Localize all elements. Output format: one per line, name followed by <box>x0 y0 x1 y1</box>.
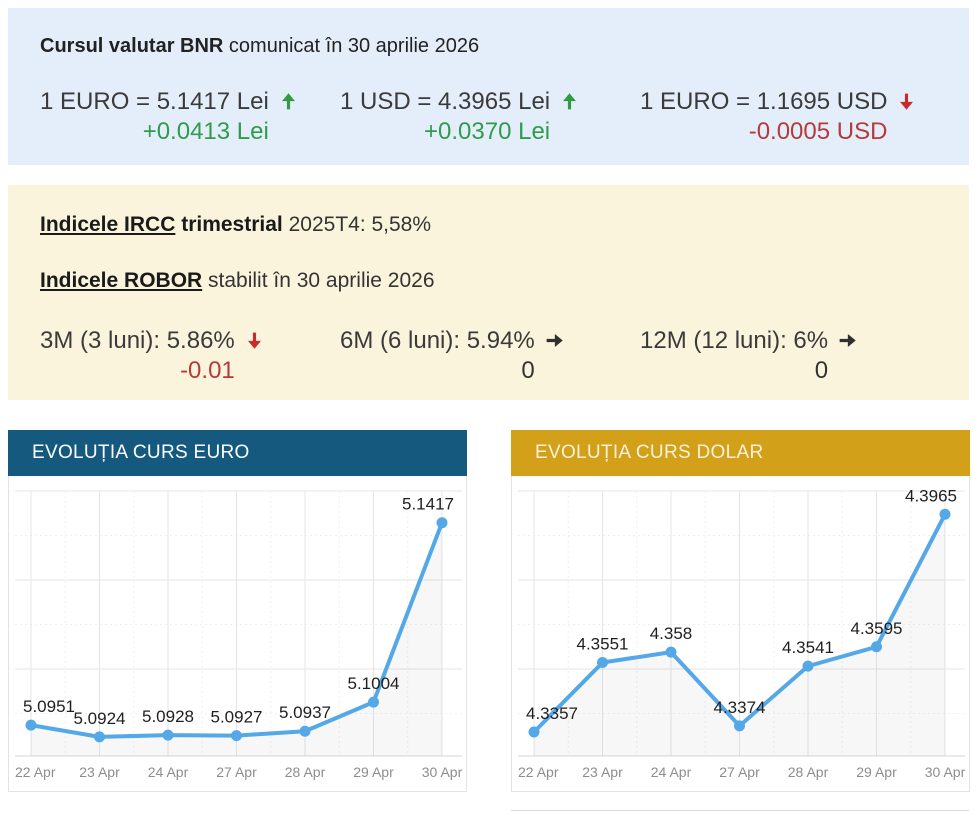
svg-text:5.0951: 5.0951 <box>23 697 75 716</box>
rate-euro-lei-label: 1 EURO = 5.1417 Lei <box>40 88 269 115</box>
up-arrow-icon <box>281 93 295 110</box>
ircc-bold-text: trimestrial <box>175 213 283 236</box>
bnr-title-rest: comunicat în 30 aprilie 2026 <box>223 35 480 57</box>
svg-text:28 Apr: 28 Apr <box>285 764 326 780</box>
svg-text:24 Apr: 24 Apr <box>148 764 189 780</box>
svg-text:28 Apr: 28 Apr <box>788 764 829 780</box>
dolar-chart: EVOLUȚIA CURS DOLAR 4.3357 4.3551 4.358 4.3… <box>511 430 970 792</box>
robor-item-6m: 6M (6 luni): 5.94% 0 <box>340 326 565 385</box>
bottom-row <box>8 810 969 817</box>
svg-text:4.3357: 4.3357 <box>526 704 578 723</box>
euro-chart-title-bar: EVOLUȚIA CURS EURO <box>8 430 467 476</box>
robor-rest-text: stabilit în 30 aprilie 2026 <box>202 269 435 292</box>
svg-text:22 Apr: 22 Apr <box>15 764 56 780</box>
robor-6m-label: 6M (6 luni): 5.94% <box>340 327 535 354</box>
indices-box: Indicele IRCC trimestrial 2025T4: 5,58% … <box>8 185 969 400</box>
rate-item-usd-lei: 1 USD = 4.3965 Lei +0.0370 Lei <box>340 87 580 146</box>
svg-text:27 Apr: 27 Apr <box>719 764 760 780</box>
robor-6m-change: 0 <box>521 357 535 384</box>
rate-euro-lei-change: +0.0413 Lei <box>142 118 269 145</box>
dolar-chart-title: EVOLUȚIA CURS DOLAR <box>535 442 764 463</box>
svg-text:30 Apr: 30 Apr <box>925 764 966 780</box>
euro-chart-plot: 5.0951 5.0924 5.0928 5.0927 5.0937 5.1004 5.14… <box>8 476 467 792</box>
down-arrow-icon <box>900 93 914 110</box>
svg-text:4.3965: 4.3965 <box>905 486 957 505</box>
bnr-rates-row: 1 EURO = 5.1417 Lei +0.0413 Lei 1 USD = … <box>40 87 937 146</box>
ircc-value-text: 2025T4: 5,58% <box>282 213 432 236</box>
svg-text:4.3374: 4.3374 <box>714 698 766 717</box>
rate-usd-lei-label: 1 USD = 4.3965 Lei <box>340 88 551 115</box>
robor-3m-change: -0.01 <box>180 357 235 384</box>
svg-text:5.0924: 5.0924 <box>74 709 126 728</box>
robor-3m-label: 3M (3 luni): 5.86% <box>40 327 235 354</box>
bnr-title: Cursul valutar BNR comunicat în 30 april… <box>40 33 937 59</box>
ircc-heading: Indicele IRCC trimestrial 2025T4: 5,58% <box>40 212 937 238</box>
svg-text:4.3595: 4.3595 <box>851 619 903 638</box>
svg-text:27 Apr: 27 Apr <box>216 764 257 780</box>
rate-item-euro-lei: 1 EURO = 5.1417 Lei +0.0413 Lei <box>40 87 299 146</box>
svg-text:23 Apr: 23 Apr <box>582 764 623 780</box>
dolar-chart-plot: 4.3357 4.3551 4.358 4.3374 4.3541 4.3595 4.396… <box>511 476 970 792</box>
svg-text:24 Apr: 24 Apr <box>651 764 692 780</box>
robor-item-3m: 3M (3 luni): 5.86% -0.01 <box>40 326 265 385</box>
right-arrow-icon <box>839 334 856 347</box>
bnr-title-bold: Cursul valutar BNR <box>40 35 224 57</box>
robor-item-12m: 12M (12 luni): 6% 0 <box>640 326 858 385</box>
euro-chart-title: EVOLUȚIA CURS EURO <box>32 442 250 463</box>
euro-chart: EVOLUȚIA CURS EURO 5.0951 5.0924 5.0928 5.0… <box>8 430 467 792</box>
right-arrow-icon <box>546 334 563 347</box>
svg-text:4.358: 4.358 <box>650 624 693 643</box>
svg-text:30 Apr: 30 Apr <box>422 764 463 780</box>
up-arrow-icon <box>563 93 577 110</box>
svg-text:5.0928: 5.0928 <box>142 707 194 726</box>
robor-12m-change: 0 <box>814 357 829 384</box>
robor-rates-row: 3M (3 luni): 5.86% -0.01 6M (6 luni): 5.… <box>40 326 937 385</box>
charts-row: EVOLUȚIA CURS EURO 5.0951 5.0924 5.0928 5.0… <box>8 430 970 792</box>
robor-heading: Indicele ROBOR stabilit în 30 aprilie 20… <box>40 268 937 294</box>
rate-euro-usd-change: -0.0005 USD <box>748 118 888 145</box>
svg-text:29 Apr: 29 Apr <box>353 764 394 780</box>
svg-text:5.1417: 5.1417 <box>402 495 454 514</box>
dolar-chart-title-bar: EVOLUȚIA CURS DOLAR <box>511 430 970 476</box>
bnr-rates-box: Cursul valutar BNR comunicat în 30 april… <box>8 8 969 165</box>
rate-item-euro-usd: 1 EURO = 1.1695 USD -0.0005 USD <box>640 87 917 146</box>
svg-text:5.0937: 5.0937 <box>279 703 331 722</box>
down-arrow-icon <box>247 332 261 349</box>
robor-12m-label: 12M (12 luni): 6% <box>640 327 829 354</box>
robor-link[interactable]: Indicele ROBOR <box>40 269 203 292</box>
svg-text:5.0927: 5.0927 <box>211 708 263 727</box>
svg-text:4.3551: 4.3551 <box>577 635 629 654</box>
next-section-stub <box>510 810 969 817</box>
dolar-line-chart-canvas: 4.3357 4.3551 4.358 4.3374 4.3541 4.3595 4.396… <box>518 486 966 780</box>
rate-euro-usd-label: 1 EURO = 1.1695 USD <box>640 88 888 115</box>
ircc-link[interactable]: Indicele IRCC <box>40 213 176 236</box>
svg-text:23 Apr: 23 Apr <box>79 764 120 780</box>
svg-text:29 Apr: 29 Apr <box>856 764 897 780</box>
rate-usd-lei-change: +0.0370 Lei <box>424 118 551 145</box>
svg-text:5.1004: 5.1004 <box>348 674 400 693</box>
svg-text:4.3541: 4.3541 <box>782 638 834 657</box>
svg-text:22 Apr: 22 Apr <box>518 764 559 780</box>
